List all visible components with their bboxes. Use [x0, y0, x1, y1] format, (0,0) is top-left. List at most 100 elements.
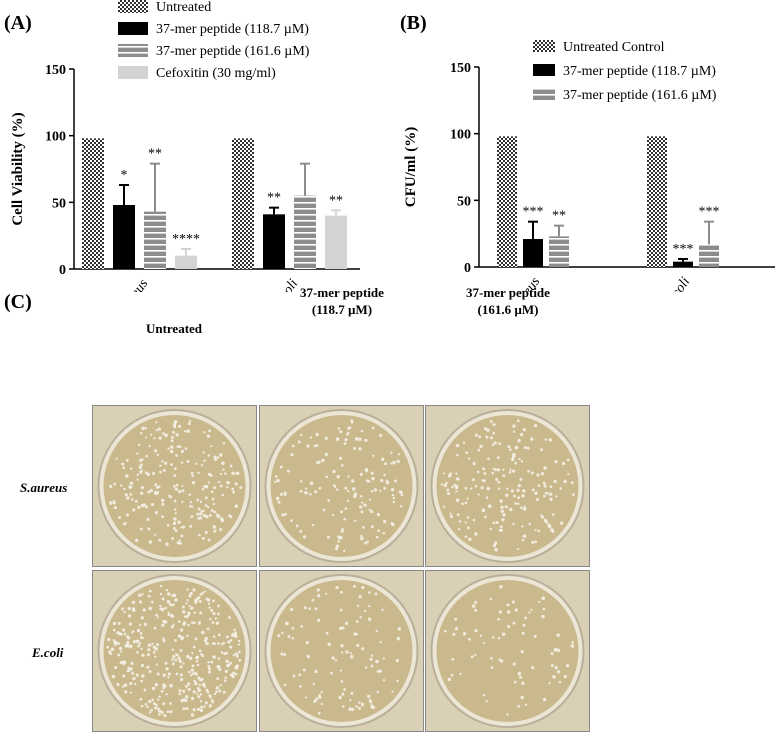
colony [531, 540, 535, 545]
colony [132, 640, 136, 644]
colony [218, 668, 222, 672]
colony [324, 452, 329, 457]
colony [338, 456, 343, 460]
colony [317, 712, 321, 715]
colony [466, 497, 469, 500]
colony [163, 461, 168, 465]
colony [359, 615, 362, 619]
colony [283, 683, 287, 687]
colony [150, 600, 154, 604]
colony [212, 599, 215, 603]
colony [200, 463, 204, 467]
colony [186, 588, 189, 591]
colony [109, 484, 113, 489]
colony [184, 695, 189, 699]
colony [232, 490, 235, 494]
colony [215, 686, 220, 690]
colony [213, 692, 217, 696]
colony [196, 692, 199, 695]
colony [201, 536, 205, 540]
colony [208, 513, 212, 517]
colony [306, 444, 310, 448]
colony [184, 698, 188, 703]
colony [452, 632, 456, 636]
colony [126, 640, 130, 645]
colony [299, 685, 302, 688]
colony [185, 602, 188, 605]
colony [226, 486, 229, 489]
colony [357, 706, 361, 710]
colony [519, 477, 523, 481]
colony [304, 490, 308, 495]
colony [216, 677, 220, 681]
colony [509, 507, 513, 512]
colony [370, 489, 374, 493]
colony [374, 592, 378, 596]
colony [237, 639, 241, 643]
colony [126, 644, 130, 648]
colony [444, 629, 447, 633]
colony [197, 471, 200, 475]
colony [198, 621, 202, 624]
colony [462, 441, 466, 444]
colony [191, 651, 194, 655]
colony [204, 639, 207, 642]
significance-label: ** [148, 147, 162, 162]
colony [520, 695, 524, 700]
colony [167, 613, 171, 617]
colony [552, 675, 556, 679]
colony [442, 505, 446, 508]
colony [477, 470, 480, 474]
colony [132, 676, 136, 681]
colony [528, 522, 531, 526]
colony [151, 471, 156, 476]
colony [227, 616, 231, 619]
colony [155, 428, 158, 432]
colony [550, 652, 554, 656]
colony [341, 651, 344, 654]
colony [122, 466, 125, 470]
colony [190, 668, 195, 672]
colony [300, 625, 303, 628]
colony [534, 540, 538, 544]
colony [110, 647, 115, 652]
colony [340, 510, 343, 514]
colony [229, 661, 232, 665]
colony [131, 631, 134, 634]
colony [390, 488, 395, 492]
colony [140, 616, 144, 620]
colony [175, 433, 179, 437]
colony [163, 714, 167, 718]
colony [239, 486, 243, 490]
colony [180, 698, 184, 703]
colony [299, 489, 303, 493]
y-axis-label: Cell Viability (%) [10, 112, 26, 225]
colony [325, 475, 328, 479]
colony [308, 607, 311, 610]
colony [280, 652, 284, 656]
colony [199, 500, 203, 504]
colony [147, 490, 151, 494]
colony [384, 462, 388, 466]
colony [302, 668, 306, 672]
colony [152, 702, 156, 706]
colony [445, 481, 448, 485]
colony [197, 517, 200, 520]
colony [542, 697, 547, 702]
colony [159, 604, 162, 608]
colony [277, 500, 281, 504]
colony [222, 641, 226, 645]
colony [530, 437, 534, 441]
colony [370, 471, 374, 475]
colony [182, 636, 185, 639]
colony [174, 598, 178, 602]
colony [544, 438, 547, 441]
colony [390, 451, 393, 454]
colony [500, 505, 504, 510]
colony [180, 636, 183, 639]
colony [223, 679, 227, 683]
colony [325, 592, 328, 595]
colony [541, 515, 545, 519]
colony [217, 612, 220, 616]
colony [178, 539, 181, 542]
